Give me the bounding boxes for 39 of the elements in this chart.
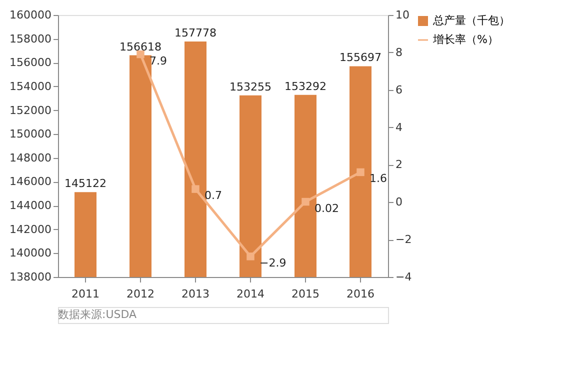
- y-tick-label: 140000: [10, 246, 52, 260]
- y2-tick-label: 8: [396, 46, 402, 59]
- y2-tick-label: −2: [396, 233, 412, 246]
- x-tick-label: 2015: [292, 288, 320, 300]
- y-tick-label: 160000: [10, 8, 52, 22]
- y2-tick-label: −4: [396, 270, 412, 284]
- legend-label: 增长率（%）: [432, 33, 498, 46]
- y-tick-label: 154000: [10, 80, 52, 93]
- y-tick-label: 152000: [10, 104, 52, 117]
- y2-tick-label: 4: [396, 120, 402, 134]
- x-tick-label: 2013: [182, 288, 210, 300]
- source-note: 数据来源:USDA: [58, 308, 138, 321]
- data-label: 157778: [174, 26, 216, 40]
- point: [302, 198, 310, 206]
- data-label: 145122: [64, 177, 106, 190]
- y-tick-label: 144000: [10, 199, 52, 212]
- data-label: 153292: [284, 80, 326, 93]
- point: [356, 168, 364, 176]
- x-tick-label: 2014: [236, 288, 264, 300]
- y2-tick-label: 0: [396, 196, 402, 209]
- point: [246, 252, 254, 260]
- y-tick-label: 148000: [10, 151, 52, 164]
- legend-label: 总产量（千包）: [432, 14, 510, 27]
- y-tick-label: 156000: [10, 56, 52, 70]
- data-label: 153255: [230, 80, 272, 94]
- data-label: 155697: [340, 51, 382, 64]
- y-tick-label: 138000: [10, 270, 52, 284]
- y-tick-label: 146000: [10, 175, 52, 188]
- point: [192, 185, 200, 193]
- y-tick-label: 158000: [10, 32, 52, 46]
- y-tick-label: 142000: [10, 222, 52, 236]
- y2-tick-label: 6: [396, 83, 402, 96]
- data-label: 156618: [120, 40, 162, 54]
- x-tick-label: 2016: [346, 288, 374, 300]
- x-tick-label: 2012: [126, 288, 154, 300]
- y2-tick-label: 10: [396, 8, 410, 22]
- x-tick-label: 2011: [72, 288, 100, 300]
- y2-tick-label: 2: [396, 158, 402, 172]
- y-tick-label: 150000: [10, 128, 52, 141]
